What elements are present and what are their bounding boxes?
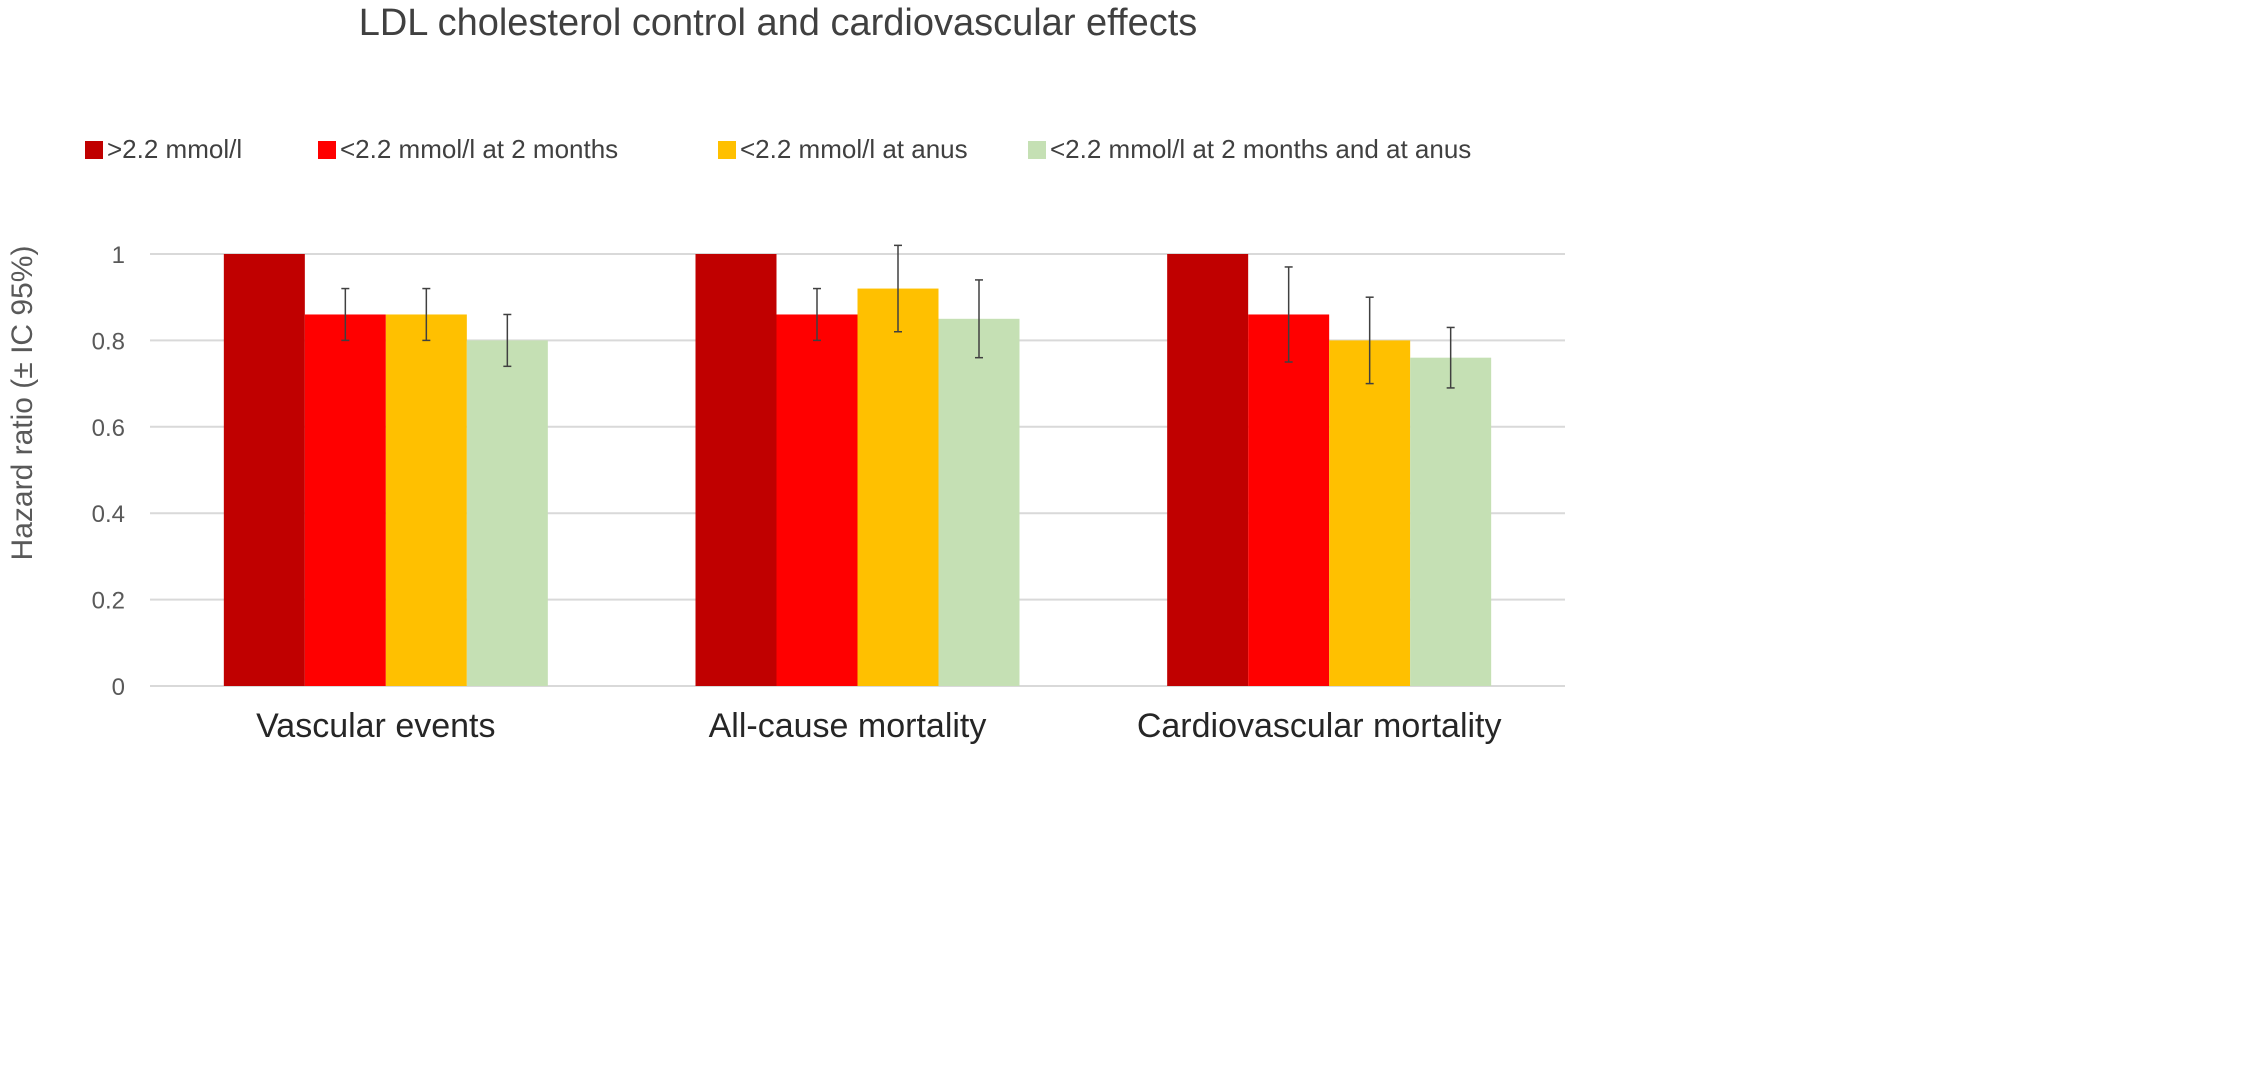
bar bbox=[857, 288, 939, 686]
bar bbox=[1248, 314, 1330, 686]
bar bbox=[1329, 340, 1411, 686]
legend-swatch bbox=[718, 141, 736, 159]
bar bbox=[695, 254, 777, 686]
y-tick-label: 1 bbox=[112, 242, 125, 269]
bar bbox=[466, 340, 548, 686]
y-tick-label: 0.4 bbox=[92, 501, 125, 528]
x-tick-label: Vascular events bbox=[256, 707, 495, 745]
legend-label: <2.2 mmol/l at anus bbox=[740, 134, 968, 164]
y-tick-label: 0.8 bbox=[92, 328, 125, 355]
legend-label: >2.2 mmol/l bbox=[107, 134, 242, 164]
bar bbox=[223, 254, 305, 686]
legend-swatch bbox=[85, 141, 103, 159]
y-tick-label: 0.6 bbox=[92, 415, 125, 442]
chart-title: LDL cholesterol control and cardiovascul… bbox=[359, 2, 1198, 44]
bar bbox=[776, 314, 858, 686]
bar bbox=[385, 314, 467, 686]
x-tick-label: All-cause mortality bbox=[709, 707, 987, 745]
legend: >2.2 mmol/l <2.2 mmol/l at 2 months <2.2 m… bbox=[85, 134, 1471, 164]
legend-swatch bbox=[318, 141, 336, 159]
y-tick-label: 0 bbox=[112, 674, 125, 701]
legend-label: <2.2 mmol/l at 2 months bbox=[340, 134, 618, 164]
legend-swatch bbox=[1028, 141, 1046, 159]
bar bbox=[1410, 357, 1492, 686]
x-tick-label: Cardiovascular mortality bbox=[1137, 707, 1502, 745]
legend-label: <2.2 mmol/l at 2 months and at anus bbox=[1050, 134, 1471, 164]
y-axis-label: Hazard ratio (± IC 95%) bbox=[6, 246, 39, 561]
y-tick-label: 0.2 bbox=[92, 588, 125, 615]
bar bbox=[938, 318, 1020, 686]
bar bbox=[304, 314, 386, 686]
bar bbox=[1167, 254, 1249, 686]
